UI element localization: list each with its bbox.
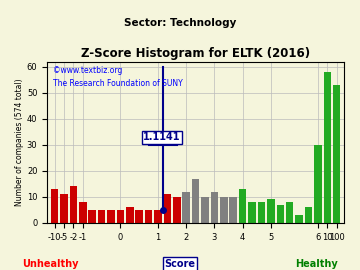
Bar <box>333 85 341 223</box>
Bar <box>192 178 199 223</box>
Y-axis label: Number of companies (574 total): Number of companies (574 total) <box>15 78 24 206</box>
Bar <box>314 145 321 223</box>
Bar <box>276 205 284 223</box>
Bar <box>89 210 96 223</box>
Bar <box>145 210 152 223</box>
Bar <box>305 207 312 223</box>
Bar <box>60 194 68 223</box>
Bar <box>135 210 143 223</box>
Text: Sector: Technology: Sector: Technology <box>124 18 236 28</box>
Bar <box>164 194 171 223</box>
Text: The Research Foundation of SUNY: The Research Foundation of SUNY <box>53 79 183 88</box>
Text: Healthy: Healthy <box>296 259 338 269</box>
Bar <box>267 199 275 223</box>
Text: Unhealthy: Unhealthy <box>22 259 78 269</box>
Bar <box>211 192 218 223</box>
Bar <box>248 202 256 223</box>
Bar <box>295 215 303 223</box>
Bar <box>98 210 105 223</box>
Bar <box>220 197 228 223</box>
Text: Score: Score <box>165 259 195 269</box>
Bar <box>183 192 190 223</box>
Text: ©www.textbiz.org: ©www.textbiz.org <box>53 66 122 75</box>
Bar <box>117 210 124 223</box>
Text: 1.1141: 1.1141 <box>143 132 181 142</box>
Bar <box>79 202 87 223</box>
Bar <box>324 72 331 223</box>
Title: Z-Score Histogram for ELTK (2016): Z-Score Histogram for ELTK (2016) <box>81 48 310 60</box>
Bar <box>154 210 162 223</box>
Bar <box>201 197 209 223</box>
Bar <box>107 210 115 223</box>
Bar <box>239 189 247 223</box>
Bar <box>258 202 265 223</box>
Bar <box>173 197 181 223</box>
Bar <box>70 186 77 223</box>
Bar <box>229 197 237 223</box>
Bar <box>126 207 134 223</box>
Bar <box>286 202 293 223</box>
Bar <box>51 189 58 223</box>
